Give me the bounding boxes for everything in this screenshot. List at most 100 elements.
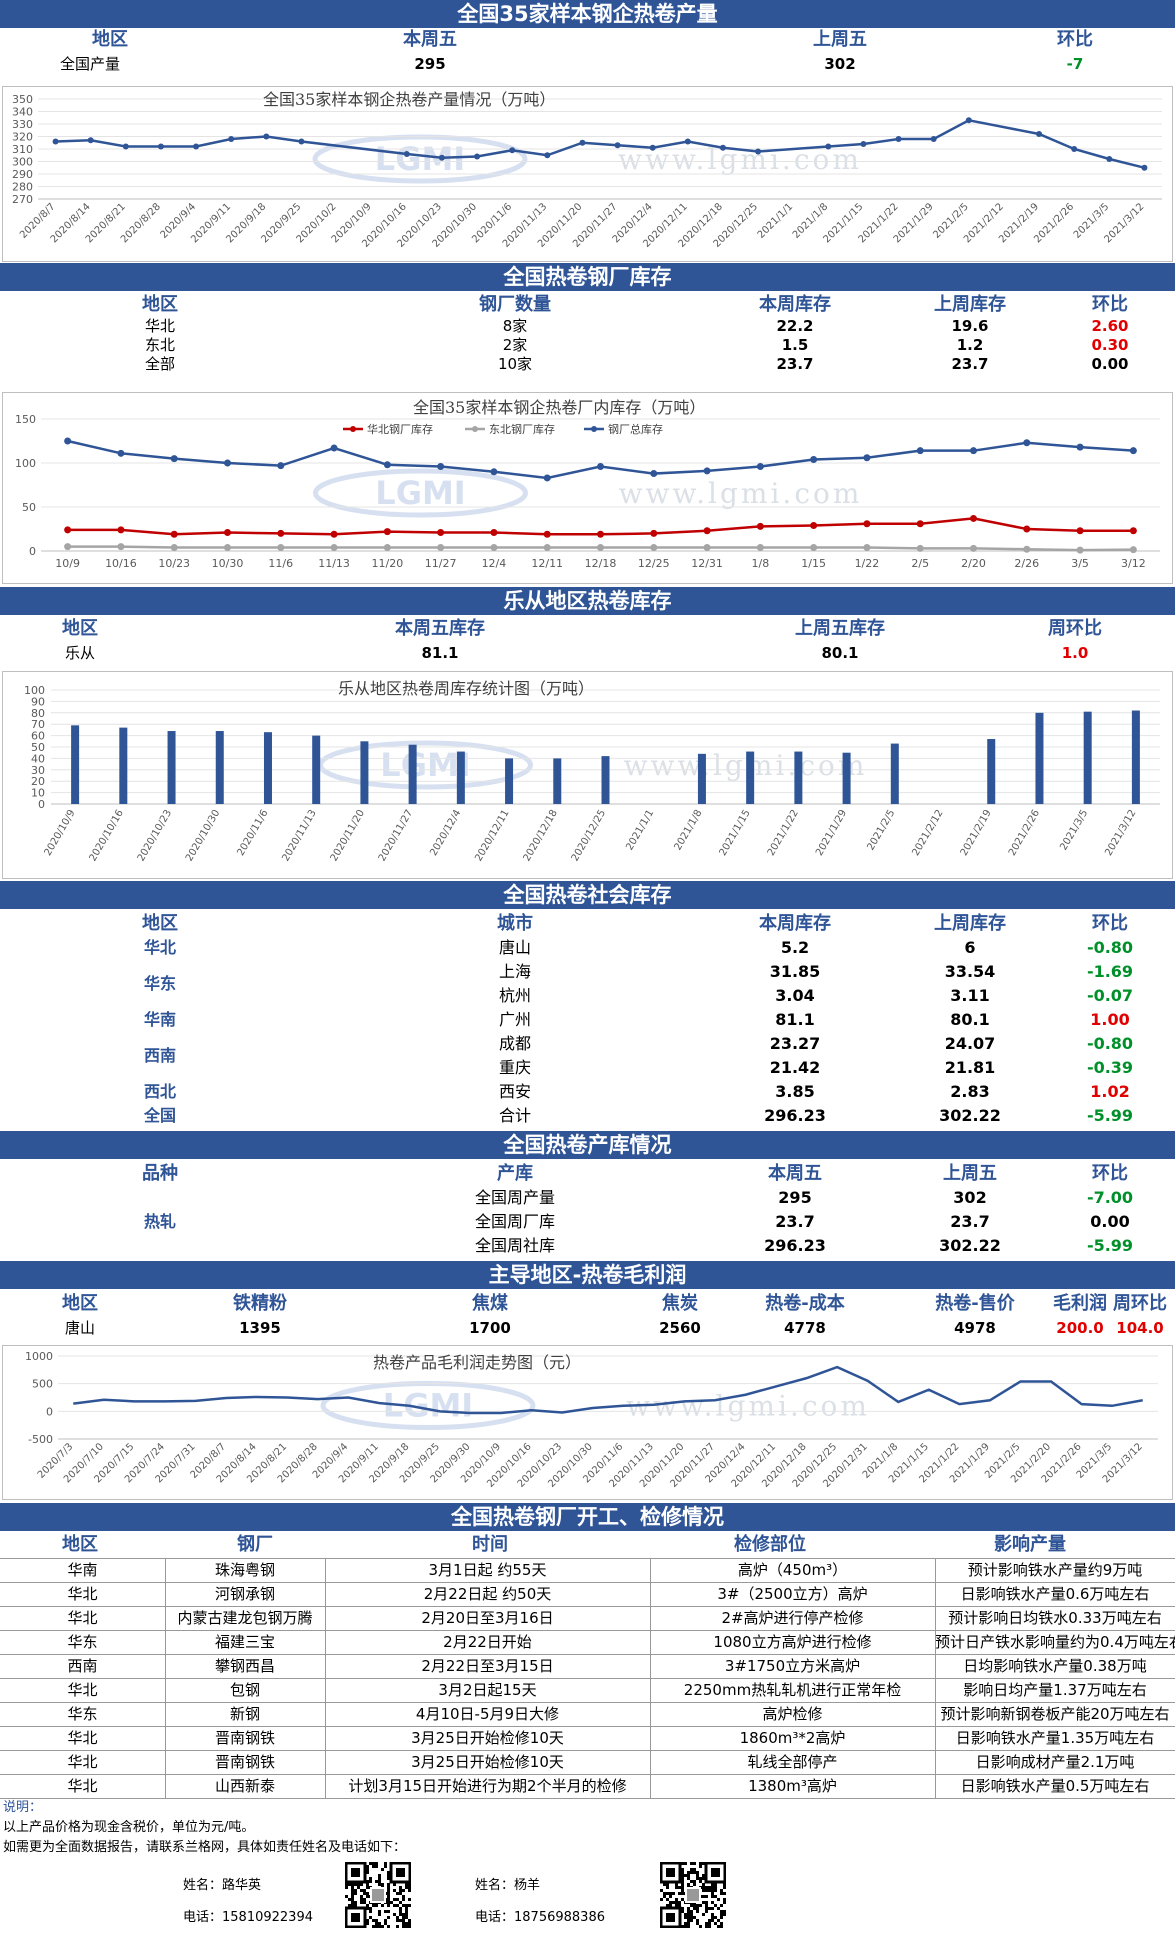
cell-wow: -1.69 [1086, 962, 1134, 981]
social-inventory-table: 地区 城市 本周库存 上周库存 环比 华北 华东 华南 西南 西北 全国 唐山 5… [0, 912, 1175, 1128]
qr-module [348, 1883, 351, 1886]
data-point [597, 543, 604, 551]
cell-time: 3月1日起 约55天 [428, 1561, 547, 1579]
cell-this: 31.85 [769, 962, 821, 981]
qr-module [720, 1922, 723, 1925]
qr-module [669, 1892, 672, 1895]
qr-module [708, 1919, 711, 1922]
column-divider [935, 1727, 936, 1750]
qr-module [402, 1904, 405, 1907]
qr-module [387, 1898, 390, 1901]
data-point [703, 543, 711, 551]
cell-part: 高炉检修 [762, 1705, 823, 1723]
column-divider [325, 1607, 326, 1630]
data-point [403, 151, 410, 157]
cell-part: 轧线全部停产 [747, 1753, 838, 1771]
qr-module [360, 1889, 363, 1892]
qr-module [720, 1913, 723, 1916]
cell-wow: -0.80 [1086, 1034, 1134, 1053]
qr-module [714, 1895, 717, 1898]
qr-module [372, 1919, 375, 1922]
qr-module [702, 1883, 705, 1886]
column-divider [935, 1583, 936, 1606]
x-tick-label: 3/12 [1121, 557, 1146, 570]
cell-effect: 日影响铁水产量0.6万吨左右 [960, 1585, 1150, 1603]
qr-module [690, 1913, 693, 1916]
mill-inventory-chart: LGMI www.lgmi.com 0 50 100 150 10/9 10/16 10/23 1… [2, 392, 1173, 584]
data-point [543, 474, 551, 482]
qr-module [384, 1922, 387, 1925]
qr-module [708, 1925, 711, 1928]
output-chart: LGMI www.lgmi.com 270 280 290 300 310 320 330 340… [2, 86, 1173, 262]
qr-module [408, 1898, 411, 1901]
qr-module [402, 1898, 405, 1901]
qr-module [693, 1862, 696, 1865]
column-divider [650, 1727, 651, 1750]
lecong-chart: LGMI www.lgmi.com 0 10 20 30 40 50 60 70 80 90 100 20… [2, 671, 1173, 879]
column-divider [165, 1559, 166, 1582]
qr-module [399, 1889, 402, 1892]
qr-module [369, 1916, 372, 1919]
qr-module [393, 1889, 396, 1892]
header-region: 地区 [62, 618, 98, 639]
column-divider [325, 1727, 326, 1750]
cell-item: 全国周社库 [474, 1236, 555, 1255]
qr-module [669, 1904, 672, 1907]
qr-module [723, 1898, 726, 1901]
column-divider [935, 1631, 936, 1654]
y-tick-label: -500 [28, 1433, 53, 1446]
qr-module [711, 1889, 714, 1892]
qr-module [372, 1925, 375, 1928]
cell-coal: 1700 [469, 1319, 511, 1337]
column-divider [935, 1559, 936, 1582]
y-tick-label: 340 [12, 106, 33, 119]
cell-effect: 日影响成材产量2.1万吨 [975, 1753, 1135, 1771]
x-tick-label: 11/20 [372, 557, 404, 570]
qr-module [363, 1898, 366, 1901]
qr-module [720, 1916, 723, 1919]
qr-module [696, 1907, 699, 1910]
cell-region: 华北 [67, 1681, 98, 1699]
cell-city: 重庆 [498, 1058, 531, 1077]
qr-module [720, 1910, 723, 1913]
data-point [224, 529, 231, 537]
maintenance-row: 华东 新钢 4月10日-5月9日大修 高炉检修 预计影响新钢卷板产能20万吨左右 [0, 1703, 1175, 1727]
qr-module [687, 1919, 690, 1922]
x-tick-label: 2/26 [1014, 557, 1039, 570]
qr-module [387, 1925, 390, 1928]
x-tick-label: 11/6 [268, 557, 293, 570]
data-point [650, 470, 658, 478]
cell-city: 唐山 [498, 938, 531, 957]
qr-module [387, 1910, 390, 1913]
data-point [1076, 527, 1084, 535]
x-tick-label: 2021/3/5 [1058, 808, 1090, 852]
data-point [438, 154, 445, 161]
header-last-inventory: 上周五库存 [795, 618, 885, 639]
data-point [965, 117, 972, 124]
qr-module [723, 1910, 726, 1913]
bar [1083, 711, 1092, 804]
header-this-inventory: 本周库存 [759, 294, 831, 315]
cell-cost: 4778 [784, 1319, 826, 1337]
y-tick-label: 60 [31, 730, 45, 743]
qr-module [672, 1901, 675, 1904]
data-point [650, 529, 658, 537]
column-divider [935, 1775, 936, 1798]
y-tick-label: 20 [31, 775, 45, 788]
cell-last: 6 [964, 938, 976, 957]
data-point [52, 138, 59, 145]
qr-module [378, 1925, 381, 1928]
qr-module [696, 1919, 699, 1922]
qr-module [708, 1889, 711, 1892]
notes-line1: 以上产品价格为现金含税价，单位为元/吨。 [3, 1820, 255, 1835]
qr-module [714, 1886, 717, 1889]
qr-module [696, 1922, 699, 1925]
column-divider [935, 1679, 936, 1702]
bar [553, 758, 562, 804]
cell-count: 2家 [502, 336, 528, 354]
qr-module [408, 1919, 411, 1922]
qr-module [405, 1907, 408, 1910]
data-point [157, 143, 164, 150]
qr-module [687, 1874, 690, 1877]
